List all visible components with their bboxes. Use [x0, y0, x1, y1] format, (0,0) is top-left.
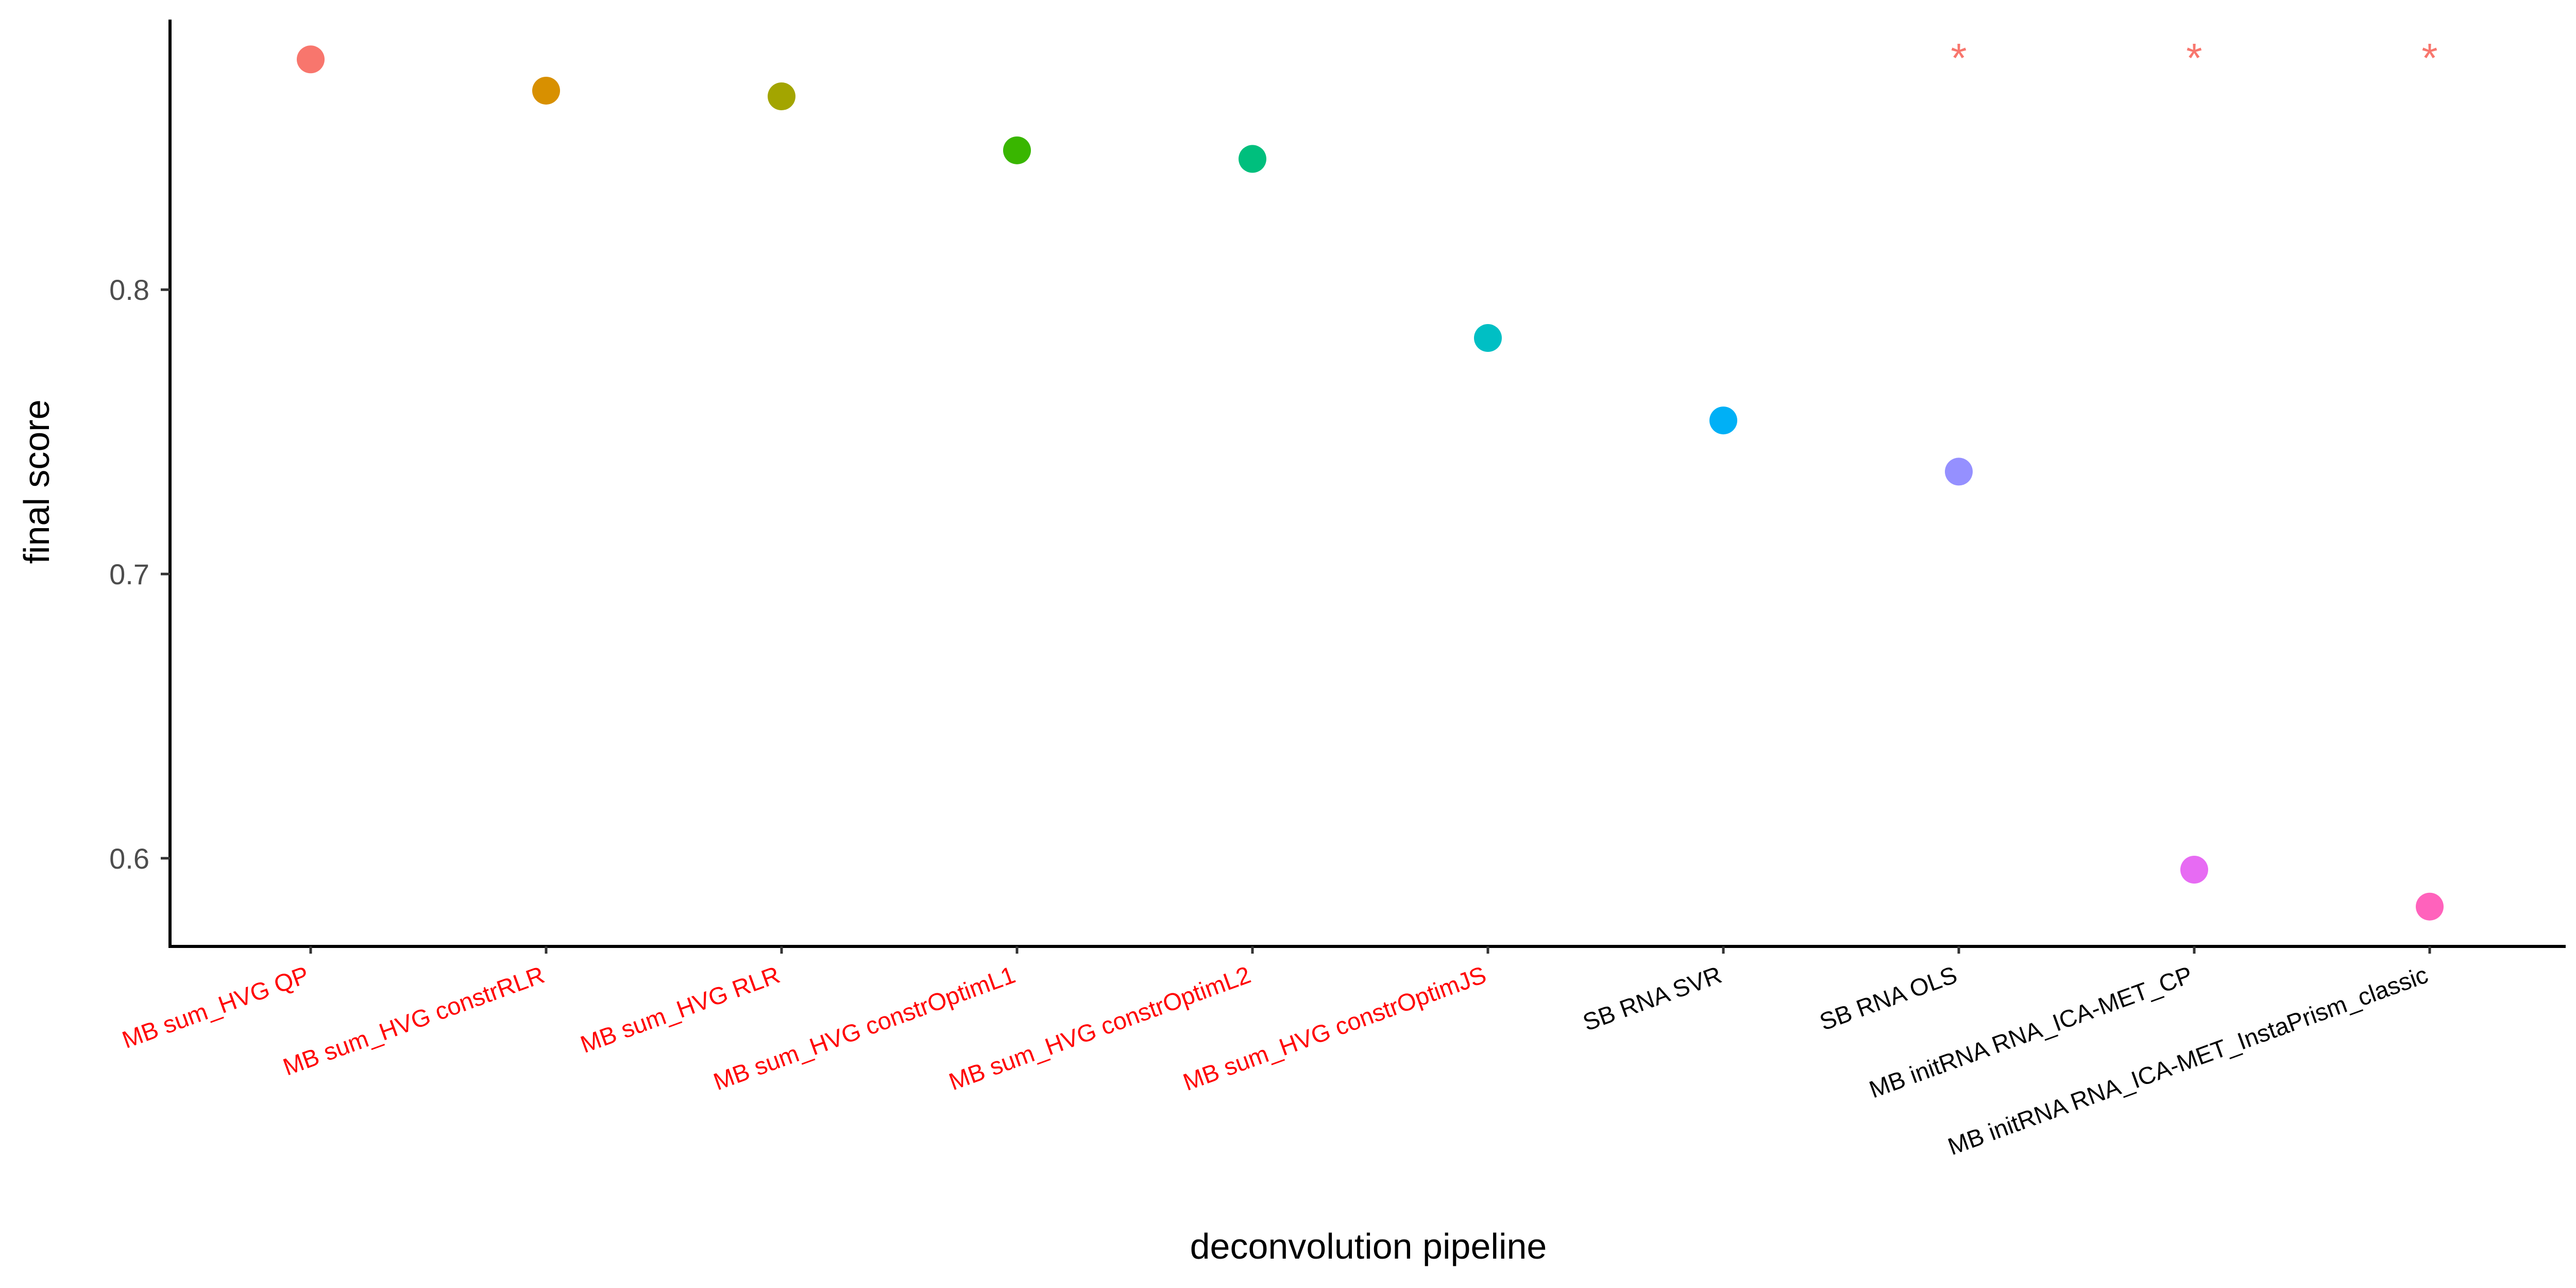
data-points	[297, 45, 2444, 921]
significance-star: *	[2186, 35, 2202, 81]
x-tick-label: SB RNA OLS	[1816, 961, 1961, 1036]
x-tick-label: MB sum_HVG RLR	[577, 961, 783, 1058]
data-point	[1239, 145, 1266, 173]
data-point	[768, 82, 795, 110]
data-point	[532, 76, 560, 105]
x-axis-title: deconvolution pipeline	[1190, 1226, 1547, 1266]
y-tick-label: 0.6	[109, 842, 149, 875]
annotations: * * *	[1951, 35, 2437, 81]
y-tick-label: 0.7	[109, 558, 149, 590]
significance-star: *	[2421, 35, 2437, 81]
x-tick-label: MB initRNA RNA_ICA-MET_InstaPrism_classi…	[1944, 961, 2432, 1160]
axes: 0.6 0.7 0.8	[109, 20, 2566, 948]
y-ticks: 0.6 0.7 0.8	[109, 274, 170, 875]
data-point	[1003, 136, 1031, 164]
significance-star: *	[1951, 35, 1967, 81]
x-tick-label: MB sum_HVG constrRLR	[279, 961, 548, 1081]
x-tick-label: SB RNA SVR	[1579, 961, 1725, 1036]
data-point	[1945, 457, 1973, 486]
data-point	[297, 45, 325, 74]
x-tick-label: MB sum_HVG QP	[118, 961, 312, 1054]
data-point	[1474, 324, 1502, 352]
y-axis-title: final score	[16, 399, 57, 564]
data-point	[2416, 892, 2444, 921]
y-tick-label: 0.8	[109, 274, 149, 306]
data-point	[2180, 856, 2208, 884]
data-point	[1709, 406, 1737, 435]
